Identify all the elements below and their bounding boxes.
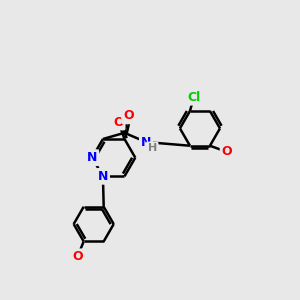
Text: N: N <box>98 170 108 183</box>
Text: H: H <box>148 143 157 153</box>
Text: O: O <box>123 110 134 122</box>
Text: N: N <box>141 136 151 148</box>
Text: N: N <box>87 151 97 164</box>
Text: O: O <box>72 250 83 263</box>
Text: O: O <box>113 116 124 128</box>
Text: Cl: Cl <box>187 91 200 104</box>
Text: O: O <box>222 146 232 158</box>
